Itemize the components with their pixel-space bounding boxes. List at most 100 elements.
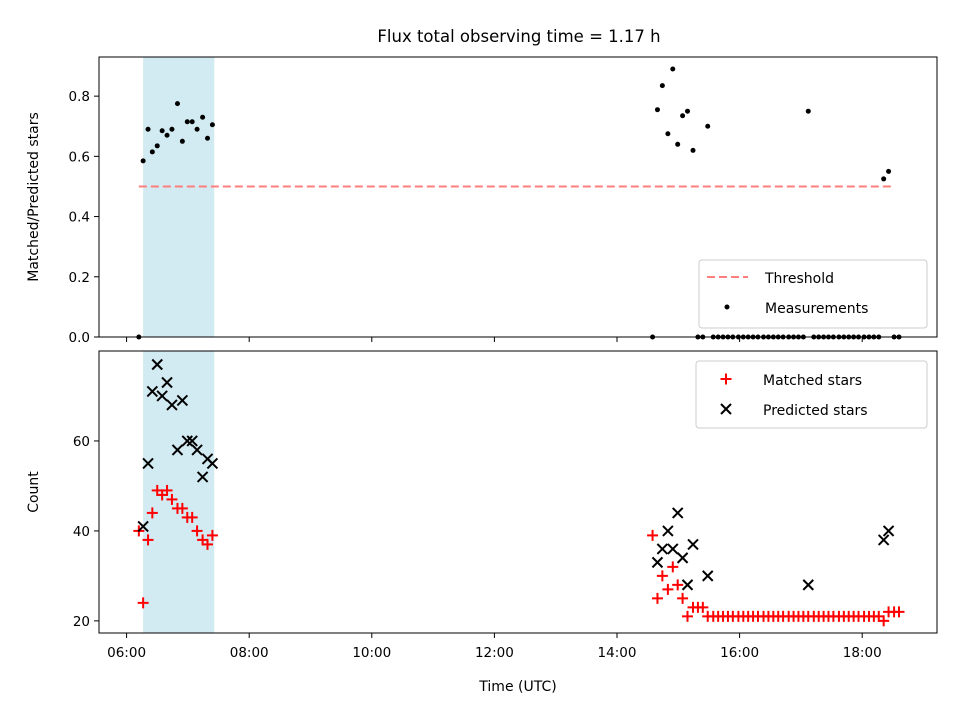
matched-stars-marker (697, 601, 709, 613)
matched-stars-marker (142, 534, 154, 546)
legend: Matched stars Predicted stars (695, 360, 928, 429)
measurement-point (675, 141, 681, 147)
measurement-point (164, 132, 170, 138)
x-tick-label: 08:00 (230, 645, 269, 661)
y-axis-label: Count (26, 471, 42, 513)
x-tick-label: 10:00 (352, 645, 391, 661)
measurement-point (154, 143, 160, 149)
y-tick-label: 0.0 (69, 330, 90, 346)
y-tick-label: 0.6 (69, 149, 90, 165)
matched-stars-marker (672, 579, 684, 591)
measurement-point (659, 83, 665, 89)
predicted-stars-marker (671, 507, 684, 519)
matched-stars-marker (682, 610, 694, 622)
predicted-stars-marker (142, 457, 154, 470)
predicted-stars-legend-swatch (720, 403, 732, 415)
measurement-point (654, 107, 660, 113)
matched-stars-marker (202, 538, 214, 550)
measurement-point (140, 158, 146, 164)
predicted-stars-marker (171, 444, 184, 456)
matched-stars-marker (647, 529, 659, 541)
measurement-point (805, 108, 811, 114)
x-tick-label: 18:00 (843, 645, 882, 661)
measurement-point (159, 128, 165, 134)
measurement-point (705, 123, 711, 129)
matched-stars-marker (186, 511, 198, 523)
x-tick-label: 12:00 (475, 645, 514, 661)
matched-stars-marker (677, 592, 689, 604)
measurement-point (179, 138, 185, 144)
matched-stars-series (133, 484, 905, 627)
legend: Threshold Measurements (698, 259, 928, 329)
predicted-stars-marker (802, 579, 814, 591)
matched-stars-marker (161, 484, 173, 496)
measurement-point (149, 149, 155, 155)
legend-label-predicted-stars: Predicted stars (763, 403, 868, 419)
measurement-point (685, 108, 691, 114)
count-panel: 20 40 60 06:00 08:00 10:00 12:00 14:00 16:00 18:0… (26, 350, 938, 661)
matched-stars-marker (893, 606, 905, 618)
predicted-stars-marker (877, 534, 890, 546)
y-tick-label: 0.2 (69, 270, 90, 286)
predicted-stars-marker (196, 471, 209, 483)
measurement-point (205, 135, 211, 141)
predicted-stars-marker (161, 376, 173, 389)
measurement-point (169, 126, 175, 132)
predicted-stars-marker (146, 385, 159, 398)
plot-frame (98, 56, 938, 338)
y-tick-label: 20 (73, 614, 90, 630)
predicted-stars-marker (151, 358, 163, 371)
predicted-stars-marker (176, 394, 189, 407)
measurement-point (881, 176, 887, 182)
matched-stars-marker (176, 502, 188, 514)
chart-title: Flux total observing time = 1.17 h (377, 27, 660, 46)
measurement-point (184, 119, 190, 125)
matched-stars-marker (166, 493, 178, 505)
predicted-stars-marker (186, 435, 198, 447)
predicted-stars-marker (181, 435, 193, 447)
y-tick-label: 0.8 (69, 89, 90, 105)
predicted-stars-marker (882, 525, 895, 537)
x-tick-label: 06:00 (107, 645, 146, 661)
matched-stars-marker (878, 615, 890, 627)
measurement-point (670, 66, 676, 72)
predicted-stars-marker (676, 552, 689, 564)
x-tick-label: 14:00 (598, 645, 637, 661)
ratio-panel: 0.0 0.2 0.4 0.6 0.8 Matched/Predicted stars Th… (26, 56, 938, 346)
predicted-stars-marker (651, 556, 664, 569)
predicted-stars-marker (667, 543, 679, 555)
predicted-stars-marker (166, 399, 178, 411)
measurement-point (200, 114, 206, 120)
y-tick-label: 60 (73, 434, 90, 450)
legend-label-measurements: Measurements (765, 301, 868, 317)
legend-label-matched-stars: Matched stars (763, 373, 862, 389)
matched-stars-marker (651, 592, 663, 604)
predicted-stars-marker (137, 520, 149, 533)
predicted-stars-marker (662, 525, 674, 537)
predicted-stars-marker (191, 444, 203, 456)
measurement-point (209, 122, 215, 128)
matched-stars-legend-swatch (720, 373, 732, 385)
y-axis-label: Matched/Predicted stars (26, 112, 42, 282)
measurement-point (174, 101, 180, 107)
matched-stars-marker (191, 525, 203, 537)
measurement-point (194, 126, 200, 132)
predicted-stars-marker (702, 570, 714, 582)
matched-stars-marker (137, 597, 149, 609)
matched-stars-marker (662, 583, 674, 595)
legend-label-threshold: Threshold (764, 271, 834, 287)
predicted-stars-series (137, 358, 895, 591)
observing-window-span (143, 57, 215, 337)
measurement-point (680, 113, 686, 119)
measurements-legend-swatch (724, 304, 730, 310)
measurement-point (189, 119, 195, 125)
x-tick-label: 16:00 (720, 645, 759, 661)
predicted-stars-marker (681, 579, 694, 591)
predicted-stars-marker (156, 390, 168, 402)
y-tick-label: 0.4 (69, 210, 90, 226)
predicted-stars-marker (656, 543, 669, 555)
y-tick-label: 40 (73, 524, 90, 540)
measurement-point (665, 131, 671, 137)
matched-stars-marker (206, 529, 218, 541)
